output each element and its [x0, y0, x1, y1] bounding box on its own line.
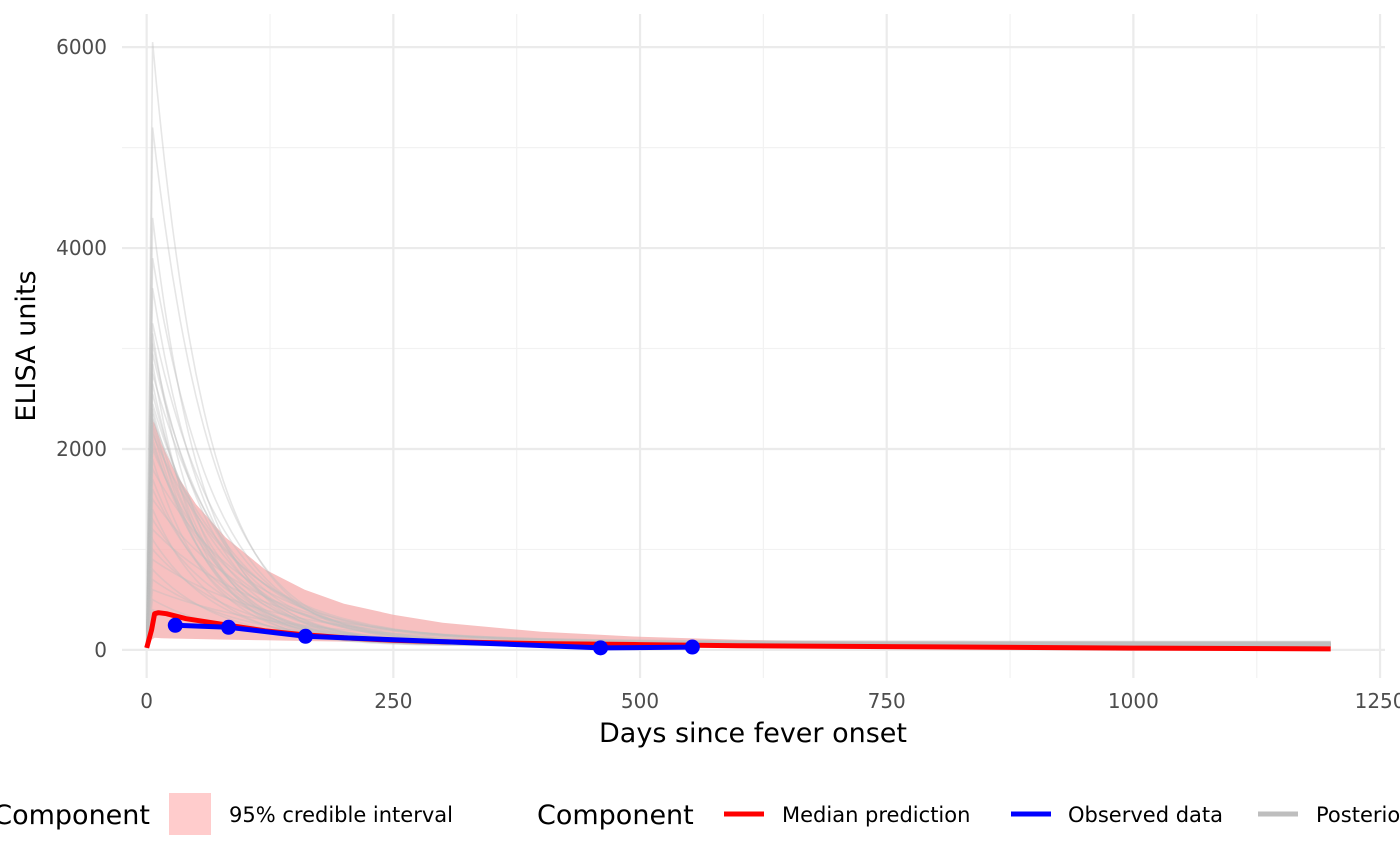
posterior-sample-line	[145, 466, 1331, 648]
y-axis-ticks: 0 2000 4000 6000	[56, 35, 107, 662]
legend-label-posterior-samples: Posterior samples	[1316, 803, 1400, 827]
legend-label-median-prediction: Median prediction	[782, 803, 970, 827]
posterior-sample-line	[145, 588, 1331, 648]
posterior-sample-line	[145, 443, 1331, 648]
y-tick-label: 6000	[56, 35, 107, 59]
posterior-sample-line	[145, 42, 1331, 648]
x-tick-label: 750	[868, 689, 906, 713]
legend: Component 95% credible interval Componen…	[0, 793, 1400, 835]
observed-data-point	[221, 619, 237, 635]
x-tick-label: 0	[140, 689, 153, 713]
major-gridlines	[122, 14, 1385, 678]
y-tick-label: 2000	[56, 437, 107, 461]
legend-title-fill: Component	[0, 800, 150, 831]
observed-data-point	[167, 617, 183, 633]
x-axis-ticks: 0 250 500 750 1000 1250	[140, 689, 1400, 713]
legend-title-lines: Component	[537, 800, 694, 831]
posterior-sample-line	[145, 527, 1331, 648]
posterior-sample-line	[145, 496, 1331, 648]
y-tick-label: 4000	[56, 236, 107, 260]
y-tick-label: 0	[94, 638, 107, 662]
posterior-sample-line	[145, 488, 1331, 648]
observed-data-point	[684, 639, 700, 655]
legend-label-observed-data: Observed data	[1068, 803, 1223, 827]
x-axis-title: Days since fever onset	[599, 718, 907, 749]
observed-data-point	[593, 640, 609, 656]
posterior-sample-line	[145, 323, 1331, 648]
x-tick-label: 1000	[1108, 689, 1159, 713]
posterior-sample-line	[145, 403, 1331, 648]
posterior-sample-line	[145, 373, 1331, 648]
credible-interval-area	[146, 418, 1331, 648]
posterior-sample-line	[145, 353, 1331, 648]
series-lines	[144, 610, 1331, 656]
posterior-sample-line	[145, 257, 1331, 648]
posterior-sample-line	[145, 288, 1331, 648]
posterior-sample-line	[145, 418, 1331, 648]
posterior-sample-line	[145, 547, 1331, 648]
observed-data-point	[298, 628, 314, 644]
posterior-sample-line	[145, 393, 1331, 648]
credible-interval-ribbon	[146, 418, 1331, 648]
posterior-sample-line	[145, 217, 1331, 648]
x-tick-label: 250	[374, 689, 412, 713]
posterior-sample-line	[145, 127, 1331, 648]
legend-label-credible-interval: 95% credible interval	[229, 803, 453, 827]
posterior-sample-lines	[145, 42, 1331, 649]
y-axis-title: ELISA units	[11, 270, 42, 421]
posterior-sample-line	[145, 433, 1331, 648]
minor-gridlines	[122, 14, 1385, 678]
posterior-sample-line	[145, 448, 1331, 648]
legend-key-credible-interval	[169, 793, 211, 835]
x-tick-label: 500	[621, 689, 659, 713]
posterior-sample-line	[145, 516, 1331, 648]
x-tick-label: 1250	[1355, 689, 1400, 713]
posterior-sample-line	[145, 558, 1331, 648]
